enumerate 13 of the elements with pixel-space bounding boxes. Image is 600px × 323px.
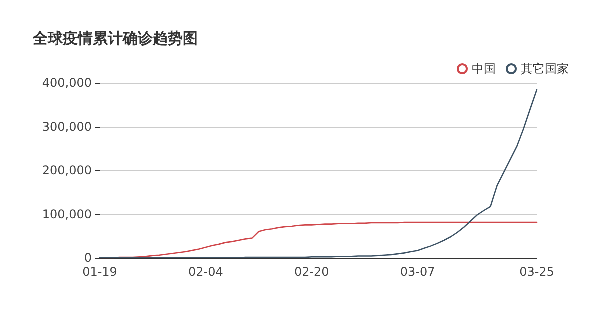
x-tick-label: 01-19: [82, 265, 118, 279]
x-tick-label: 03-25: [520, 265, 554, 279]
x-tick-label: 03-07: [400, 265, 436, 279]
x-tick-label: 02-20: [294, 265, 330, 279]
y-tick-label: 0: [84, 251, 92, 265]
y-tick-label: 400,000: [42, 76, 92, 90]
legend-label: 中国: [472, 62, 496, 76]
x-tick-label: 02-04: [188, 265, 224, 279]
chart-title: 全球疫情累计确诊趋势图: [32, 30, 198, 48]
y-tick-label: 300,000: [42, 120, 92, 134]
y-tick-label: 100,000: [42, 207, 92, 222]
legend-label: 其它国家: [521, 62, 569, 76]
y-tick-label: 200,000: [42, 164, 92, 178]
